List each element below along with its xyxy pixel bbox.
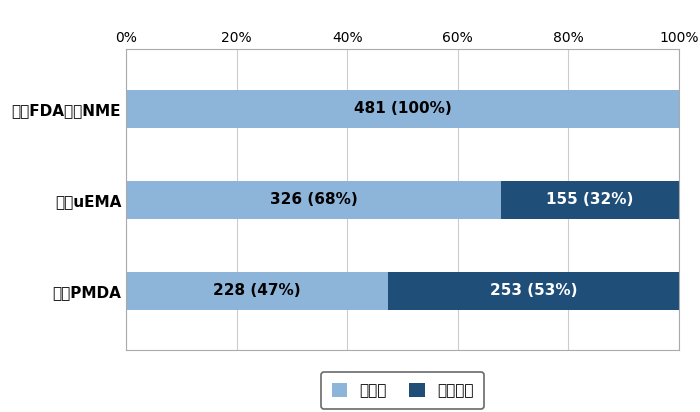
Text: 481 (100%): 481 (100%) — [354, 101, 452, 116]
Text: 326 (68%): 326 (68%) — [270, 192, 357, 207]
Bar — [500, 181, 679, 219]
Legend: 承認数, 未承認数: 承認数, 未承認数 — [321, 372, 484, 409]
Bar — [126, 89, 679, 128]
Text: 253 (53%): 253 (53%) — [490, 283, 578, 298]
Bar — [126, 272, 388, 310]
Text: 155 (32%): 155 (32%) — [546, 192, 634, 207]
Text: 228 (47%): 228 (47%) — [214, 283, 301, 298]
Bar — [388, 272, 679, 310]
Bar — [126, 181, 500, 219]
